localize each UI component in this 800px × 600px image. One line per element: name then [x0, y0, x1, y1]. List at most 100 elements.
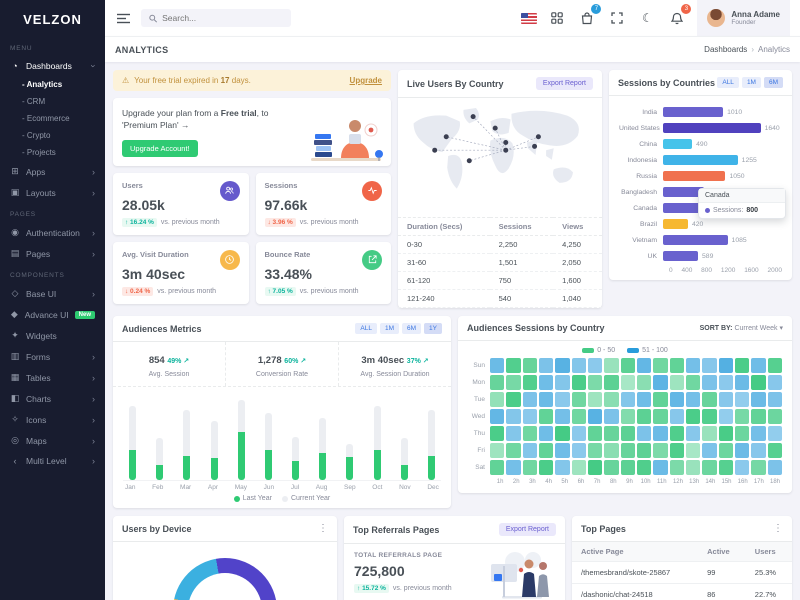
heatmap-cell[interactable] — [636, 460, 652, 475]
sidebar-item-multi-level[interactable]: ‹ Multi Level › — [0, 451, 105, 471]
heatmap-cell[interactable] — [571, 460, 586, 475]
heatmap-cell[interactable] — [702, 460, 717, 475]
sidebar-item-dashboards[interactable]: ◔ Dashboards › — [0, 56, 105, 76]
sidebar-subitem-ecommerce[interactable]: Ecommerce — [0, 110, 105, 127]
heatmap-cell[interactable] — [702, 443, 717, 458]
heatmap-cell[interactable] — [653, 460, 668, 475]
heatmap-cell[interactable] — [490, 358, 505, 373]
sidebar-subitem-crypto[interactable]: Crypto — [0, 127, 105, 144]
user-menu[interactable]: Anna Adame Founder — [697, 0, 790, 36]
heatmap-cell[interactable] — [751, 443, 766, 458]
heatmap-cell[interactable] — [587, 443, 603, 458]
heatmap-cell[interactable] — [751, 426, 766, 441]
heatmap-cell[interactable] — [522, 358, 537, 373]
heatmap-cell[interactable] — [490, 392, 505, 407]
stacked-bar-nov[interactable] — [400, 438, 408, 480]
heatmap-cell[interactable] — [685, 375, 701, 390]
heatmap-cell[interactable] — [767, 392, 782, 407]
sort-by-dropdown[interactable]: SORT BY: Current Week ▾ — [699, 325, 783, 332]
heatmap-cell[interactable] — [555, 375, 570, 390]
sidebar-item-base-ui[interactable]: ◇ Base UI › — [0, 283, 105, 304]
heatmap-cell[interactable] — [538, 409, 554, 424]
brand-logo[interactable]: VELZON — [23, 12, 82, 27]
heatmap-cell[interactable] — [620, 392, 635, 407]
stacked-bar-feb[interactable] — [156, 438, 164, 480]
filter-1m[interactable]: 1M — [741, 77, 761, 88]
heatmap-cell[interactable] — [718, 358, 733, 373]
heatmap-cell[interactable] — [685, 358, 701, 373]
notifications-bell-icon[interactable]: 3 — [667, 4, 692, 28]
dark-mode-moon-icon[interactable]: ☾ — [637, 8, 657, 28]
heatmap-cell[interactable] — [490, 443, 505, 458]
heatmap-cell[interactable] — [767, 358, 782, 373]
heatmap-cell[interactable] — [490, 460, 505, 475]
card-menu-icon[interactable]: ⋮ — [773, 523, 783, 534]
heatmap-cell[interactable] — [587, 426, 603, 441]
breadcrumb-dashboards[interactable]: Dashboards — [704, 45, 748, 54]
heatmap-cell[interactable] — [702, 392, 717, 407]
stacked-bar-oct[interactable] — [373, 406, 381, 480]
heatmap-cell[interactable] — [571, 426, 586, 441]
fullscreen-icon[interactable] — [607, 8, 627, 28]
sidebar-item-layouts[interactable]: ▣ Layouts › — [0, 182, 105, 203]
heatmap-cell[interactable] — [571, 443, 586, 458]
bar-bangladesh[interactable] — [663, 187, 705, 197]
sidebar-item-widgets[interactable]: ✦ Widgets — [0, 325, 105, 346]
heatmap-cell[interactable] — [587, 392, 603, 407]
heatmap-cell[interactable] — [538, 426, 554, 441]
stacked-bar-jan[interactable] — [129, 406, 136, 480]
heatmap-cell[interactable] — [718, 426, 733, 441]
heatmap-cell[interactable] — [669, 460, 684, 475]
heatmap-cell[interactable] — [751, 392, 766, 407]
sidebar-item-pages[interactable]: ▤ Pages › — [0, 243, 105, 264]
heatmap-cell[interactable] — [538, 375, 554, 390]
heatmap-cell[interactable] — [718, 443, 733, 458]
heatmap-cell[interactable] — [751, 358, 766, 373]
apps-grid-icon[interactable] — [547, 8, 567, 28]
heatmap-cell[interactable] — [734, 426, 750, 441]
bar-uk[interactable] — [663, 251, 699, 261]
heatmap-cell[interactable] — [685, 443, 701, 458]
heatmap-cell[interactable] — [718, 392, 733, 407]
heatmap-cell[interactable] — [604, 358, 619, 373]
heatmap-cell[interactable] — [653, 409, 668, 424]
heatmap-cell[interactable] — [767, 426, 782, 441]
heatmap-cell[interactable] — [604, 392, 619, 407]
export-report-button[interactable]: Export Report — [535, 77, 593, 90]
heatmap-cell[interactable] — [751, 375, 766, 390]
stacked-bar-mar[interactable] — [183, 409, 191, 480]
heatmap-cell[interactable] — [702, 426, 717, 441]
bar-india[interactable] — [663, 107, 724, 117]
heatmap-cell[interactable] — [522, 409, 537, 424]
heatmap-cell[interactable] — [571, 409, 586, 424]
heatmap-cell[interactable] — [522, 375, 537, 390]
heatmap-cell[interactable] — [702, 409, 717, 424]
heatmap-cell[interactable] — [653, 375, 668, 390]
stacked-bar-dec[interactable] — [427, 409, 435, 480]
export-report-button[interactable]: Export Report — [498, 523, 556, 536]
bar-vietnam[interactable] — [663, 235, 728, 245]
heatmap-cell[interactable] — [522, 392, 537, 407]
heatmap-cell[interactable] — [587, 358, 603, 373]
heatmap-cell[interactable] — [718, 409, 733, 424]
heatmap-cell[interactable] — [653, 392, 668, 407]
sidebar-item-maps[interactable]: ◎ Maps › — [0, 430, 105, 451]
filter-1y[interactable]: 1Y — [424, 323, 442, 334]
heatmap-cell[interactable] — [506, 392, 521, 407]
bar-china[interactable] — [663, 139, 693, 149]
page-link[interactable]: /themesbrand/skote-25867 — [572, 561, 699, 584]
device-donut-chart[interactable] — [173, 558, 277, 600]
heatmap-cell[interactable] — [734, 443, 750, 458]
heatmap-cell[interactable] — [620, 460, 635, 475]
heatmap-cell[interactable] — [571, 375, 586, 390]
filter-1m[interactable]: 1M — [379, 323, 400, 334]
heatmap-cell[interactable] — [490, 426, 505, 441]
heatmap-cell[interactable] — [702, 375, 717, 390]
heatmap-cell[interactable] — [538, 392, 554, 407]
heatmap-cell[interactable] — [620, 375, 635, 390]
heatmap-cell[interactable] — [506, 443, 521, 458]
heatmap-cell[interactable] — [734, 392, 750, 407]
card-menu-icon[interactable]: ⋮ — [318, 523, 328, 534]
heatmap-cell[interactable] — [636, 409, 652, 424]
heatmap-cell[interactable] — [636, 358, 652, 373]
